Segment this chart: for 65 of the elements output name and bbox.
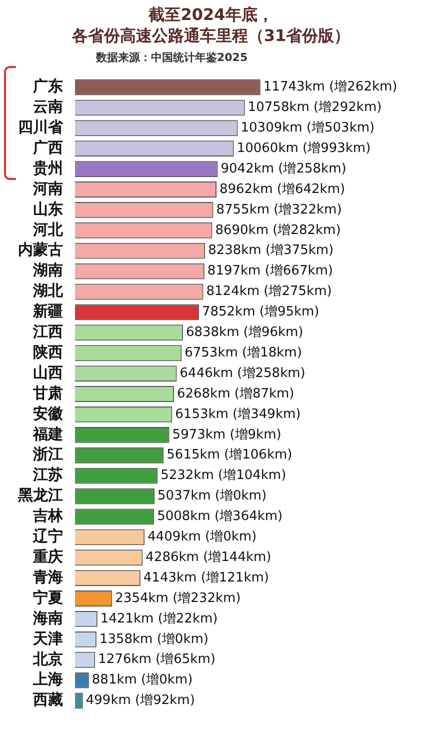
data-label: 5037km (增0km) — [158, 488, 267, 504]
y-tick-label: 河南 — [32, 179, 63, 198]
y-tick-label: 广西 — [32, 138, 63, 156]
data-label: 10758km (增292km) — [248, 100, 382, 116]
data-label: 1421km (增22km) — [100, 611, 218, 626]
y-tick-label: 福建 — [32, 424, 63, 443]
y-tick-label: 西藏 — [32, 690, 63, 709]
data-label: 1358km (增0km) — [99, 632, 208, 647]
data-label: 5232km (增104km) — [160, 468, 286, 484]
y-tick-label: 四川省 — [18, 118, 64, 136]
data-label: 8124km (增275km) — [206, 284, 332, 300]
data-label: 9042km (增258km) — [220, 161, 346, 176]
data-label: 6446km (增258km) — [180, 366, 306, 381]
chart-title: 截至2024年底， — [147, 4, 274, 25]
y-tick-label: 天津 — [32, 629, 63, 648]
data-label: 499km (增92km) — [86, 693, 195, 708]
y-tick-label: 山东 — [33, 200, 63, 218]
y-tick-label: 海南 — [32, 608, 63, 627]
y-tick-label: 云南 — [33, 98, 63, 116]
data-label: 8690km (增282km) — [215, 222, 341, 238]
data-label: 5008km (增364km) — [157, 509, 283, 524]
data-label: 4409km (增0km) — [148, 530, 257, 545]
data-label: 11743km (增262km) — [263, 80, 398, 95]
y-tick-label: 内蒙古 — [18, 240, 63, 259]
y-tick-label: 青海 — [32, 568, 63, 586]
y-tick-label: 江苏 — [32, 466, 63, 484]
y-tick-label: 安徽 — [33, 404, 64, 422]
y-tick-label: 贵州 — [32, 158, 63, 177]
data-label: 8755km (增322km) — [216, 202, 342, 218]
y-tick-label: 黑龙江 — [17, 486, 63, 504]
y-tick-label: 甘肃 — [32, 384, 63, 402]
data-label: 5973km (增9km) — [172, 427, 282, 442]
data-label: 10309km (增503km) — [240, 120, 375, 136]
data-label: 6268km (增87km) — [176, 386, 294, 402]
y-tick-label: 陕西 — [33, 342, 63, 361]
y-tick-label: 吉林 — [32, 506, 64, 525]
y-tick-label: 广东 — [32, 77, 63, 96]
y-tick-label: 江西 — [32, 322, 63, 341]
y-tick-label: 河北 — [32, 220, 64, 238]
y-tick-label: 湖南 — [32, 261, 63, 280]
data-label: 8238km (增375km) — [208, 243, 334, 258]
data-label: 2354km (增232km) — [115, 590, 241, 606]
data-label: 6153km (增349km) — [175, 406, 301, 422]
data-label: 6753km (增18km) — [184, 345, 302, 360]
data-label: 4143km (增121km) — [143, 570, 269, 586]
y-tick-label: 辽宁 — [32, 527, 63, 546]
chart-subtitle: 各省份高速公路通车里程（31省份版） — [70, 25, 352, 46]
y-tick-label: 宁夏 — [33, 588, 63, 606]
data-label: 7852km (增95km) — [202, 304, 320, 320]
data-label: 8197km (增667km) — [207, 264, 333, 279]
data-label: 10060km (增993km) — [236, 140, 371, 156]
y-tick-label: 新疆 — [32, 302, 63, 320]
y-tick-label: 上海 — [32, 670, 63, 688]
data-label: 6838km (增96km) — [186, 325, 304, 340]
y-tick-label: 湖北 — [32, 282, 64, 300]
y-tick-label: 浙江 — [32, 445, 63, 464]
y-tick-label: 重庆 — [32, 548, 63, 566]
data-label: 8962km (增642km) — [219, 182, 346, 197]
data-label: 1276km (增65km) — [98, 652, 216, 668]
data-label: 4286km (增144km) — [146, 550, 272, 565]
source-note: 数据来源：中国统计年鉴2025 — [96, 50, 249, 65]
data-label: 5615km (增106km) — [166, 448, 292, 463]
y-tick-label: 北京 — [32, 650, 63, 668]
data-label: 881km (增0km) — [92, 672, 193, 688]
y-tick-label: 山西 — [33, 363, 63, 382]
